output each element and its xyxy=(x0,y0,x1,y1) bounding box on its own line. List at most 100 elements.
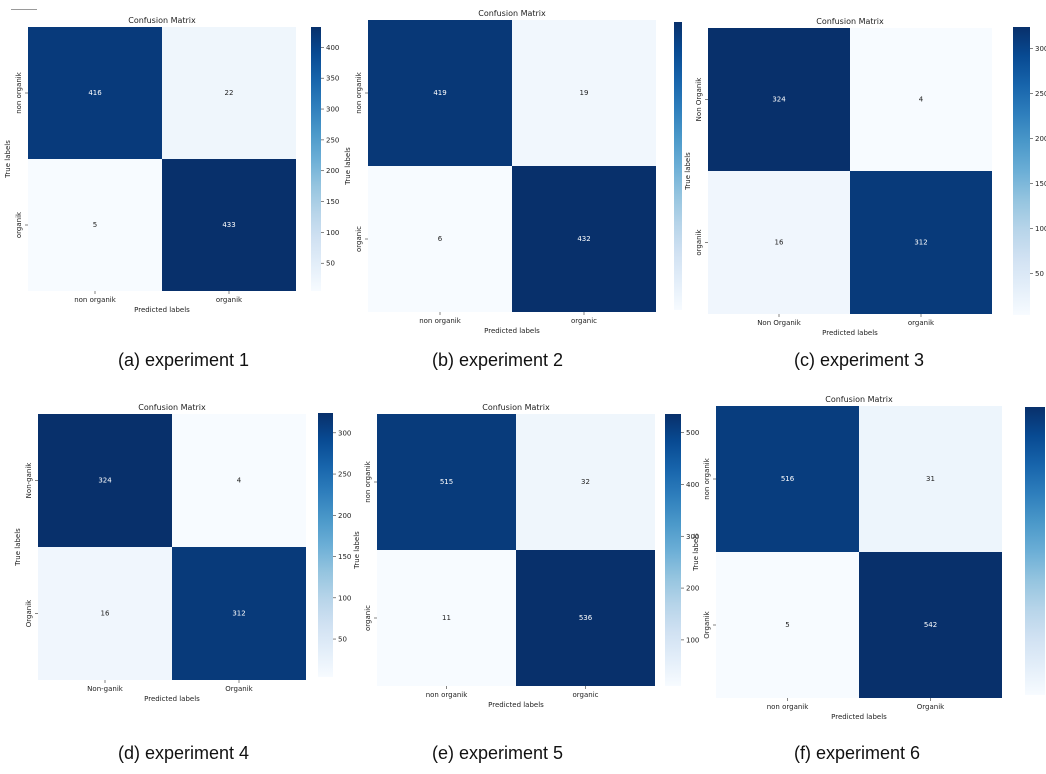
colorbar-tick-label: 300 xyxy=(326,106,339,114)
cell-value-r1-c0: 16 xyxy=(101,610,110,618)
chart-title: Confusion Matrix xyxy=(128,16,196,25)
y-tick-label: Non Organik xyxy=(695,77,703,122)
cell-value-r1-c1: 433 xyxy=(222,221,235,229)
y-tick-label: Organik xyxy=(25,599,33,627)
x-tick-label: Non Organik xyxy=(757,319,802,327)
cell-value-r1-c0: 6 xyxy=(438,235,443,243)
colorbar-tick-label: 100 xyxy=(326,229,339,237)
colorbar-tick-label: 150 xyxy=(326,198,339,206)
colorbar-tick-label: 250 xyxy=(1035,90,1046,98)
x-axis-label: Predicted labels xyxy=(484,327,540,335)
x-tick-label: organic xyxy=(572,691,598,699)
y-tick-label: non organik xyxy=(15,71,23,114)
colorbar-tick-label: 200 xyxy=(338,512,351,520)
x-tick-label: non organik xyxy=(74,296,117,304)
x-axis-label: Predicted labels xyxy=(144,695,200,703)
cell-value-r0-c1: 32 xyxy=(581,478,590,486)
cell-value-r0-c1: 4 xyxy=(237,477,242,485)
colorbar xyxy=(665,414,681,686)
colorbar-tick-label: 350 xyxy=(326,75,339,83)
y-tick-label: non organik xyxy=(364,460,372,503)
confusion-matrix-panel-3: Confusion Matrix 324 4 16 312 Non Organik orga… xyxy=(684,17,1046,337)
heatmap-cell-r1-c1 xyxy=(512,166,656,312)
x-tick-label: organik xyxy=(216,296,243,304)
colorbar-tick-label: 400 xyxy=(326,44,339,52)
figure-caption: (e) experiment 5 xyxy=(432,743,564,763)
y-tick-label: organic xyxy=(355,226,363,252)
x-axis-label: Predicted labels xyxy=(822,329,878,337)
y-tick-label: organic xyxy=(364,605,372,631)
heatmap-cell-r0-c0 xyxy=(716,406,859,552)
y-axis-label: True labels xyxy=(692,533,700,572)
cell-value-r1-c0: 5 xyxy=(785,621,789,629)
cell-value-r0-c1: 22 xyxy=(225,89,234,97)
colorbar-tick-label: 400 xyxy=(686,481,699,489)
colorbar xyxy=(1025,407,1045,695)
y-axis-label: True labels xyxy=(684,152,692,191)
x-tick-label: Organik xyxy=(917,703,945,711)
heatmap-cell-r1-c1 xyxy=(162,159,296,291)
colorbar-tick-label: 300 xyxy=(338,429,351,437)
heatmap-cell-r0-c0 xyxy=(38,414,172,547)
cell-value-r1-c0: 5 xyxy=(93,221,97,229)
chart-title: Confusion Matrix xyxy=(816,17,884,26)
cell-value-r1-c1: 312 xyxy=(914,239,927,247)
colorbar-tick-label: 250 xyxy=(338,471,351,479)
heatmap-cell-r0-c0 xyxy=(28,27,162,159)
heatmap-cell-r0-c1 xyxy=(850,28,992,171)
colorbar-tick-label: 300 xyxy=(686,533,699,541)
x-tick-label: Non-ganik xyxy=(87,685,124,693)
colorbar-tick-label: 300 xyxy=(1035,45,1046,53)
cell-value-r0-c0: 416 xyxy=(88,89,102,97)
heatmap-cell-r1-c1 xyxy=(859,552,1002,698)
cell-value-r1-c1: 536 xyxy=(579,614,593,622)
y-tick-label: Non-ganik xyxy=(25,462,33,499)
colorbar-tick-label: 200 xyxy=(326,167,339,175)
colorbar-tick-label: 50 xyxy=(1035,270,1044,278)
x-axis-label: Predicted labels xyxy=(831,713,887,721)
colorbar xyxy=(674,22,682,310)
heatmap-cell-r0-c0 xyxy=(708,28,850,171)
colorbar xyxy=(311,27,321,291)
figure-caption: (d) experiment 4 xyxy=(118,743,250,763)
cell-value-r0-c0: 516 xyxy=(781,475,795,483)
chart-title: Confusion Matrix xyxy=(138,403,206,412)
cell-value-r1-c1: 432 xyxy=(577,235,590,243)
heatmap-cell-r0-c1 xyxy=(859,406,1002,552)
colorbar-tick-label: 200 xyxy=(686,585,699,593)
heatmap-cell-r0-c1 xyxy=(516,414,655,550)
x-tick-label: Organik xyxy=(225,685,253,693)
heatmap-cell-r1-c1 xyxy=(172,547,306,680)
confusion-matrix-panel-1: Confusion Matrix 416 22 5 433 non organik orga… xyxy=(4,16,339,314)
heatmap-cell-r0-c1 xyxy=(172,414,306,547)
cell-value-r1-c0: 11 xyxy=(442,614,451,622)
cell-value-r1-c1: 312 xyxy=(232,610,245,618)
y-tick-label: non organik xyxy=(703,457,711,500)
x-tick-label: organic xyxy=(571,317,597,325)
cell-value-r1-c0: 16 xyxy=(775,239,784,247)
y-axis-label: True labels xyxy=(353,531,361,570)
colorbar-tick-label: 150 xyxy=(1035,180,1046,188)
heatmap-cell-r1-c1 xyxy=(850,171,992,314)
colorbar-tick-label: 500 xyxy=(686,429,699,437)
colorbar xyxy=(318,413,333,677)
heatmap-cell-r1-c0 xyxy=(368,166,512,312)
heatmap-cell-r1-c0 xyxy=(28,159,162,291)
heatmap-cell-r1-c0 xyxy=(708,171,850,314)
chart-title: Confusion Matrix xyxy=(482,403,550,412)
colorbar xyxy=(1013,27,1030,315)
colorbar-tick-label: 50 xyxy=(326,260,335,268)
confusion-matrix-panel-4: Confusion Matrix 324 4 16 312 Non-ganik Organi… xyxy=(14,403,351,703)
heatmap-cell-r0-c1 xyxy=(162,27,296,159)
cell-value-r0-c1: 31 xyxy=(926,475,935,483)
y-tick-label: non organik xyxy=(355,71,363,114)
y-axis-label: True labels xyxy=(4,140,12,179)
heatmap-cell-r1-c0 xyxy=(716,552,859,698)
figure-caption: (f) experiment 6 xyxy=(794,743,921,763)
y-tick-label: Organik xyxy=(703,610,711,638)
heatmap-cell-r0-c1 xyxy=(512,20,656,166)
figure-caption: (b) experiment 2 xyxy=(432,350,564,370)
cell-value-r0-c0: 324 xyxy=(98,477,112,485)
x-axis-label: Predicted labels xyxy=(488,701,544,709)
